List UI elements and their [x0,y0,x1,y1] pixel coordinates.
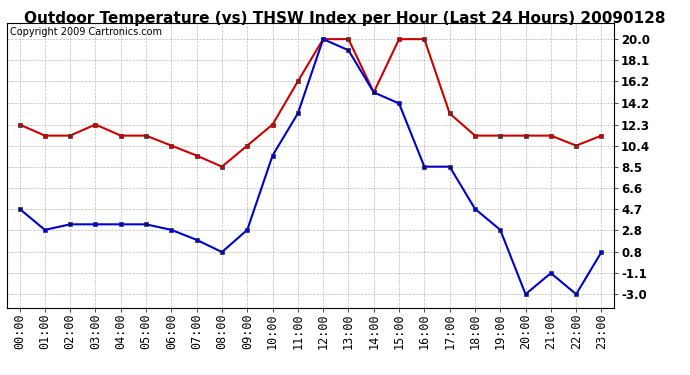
Text: Copyright 2009 Cartronics.com: Copyright 2009 Cartronics.com [10,27,162,37]
Text: Outdoor Temperature (vs) THSW Index per Hour (Last 24 Hours) 20090128: Outdoor Temperature (vs) THSW Index per … [24,11,666,26]
